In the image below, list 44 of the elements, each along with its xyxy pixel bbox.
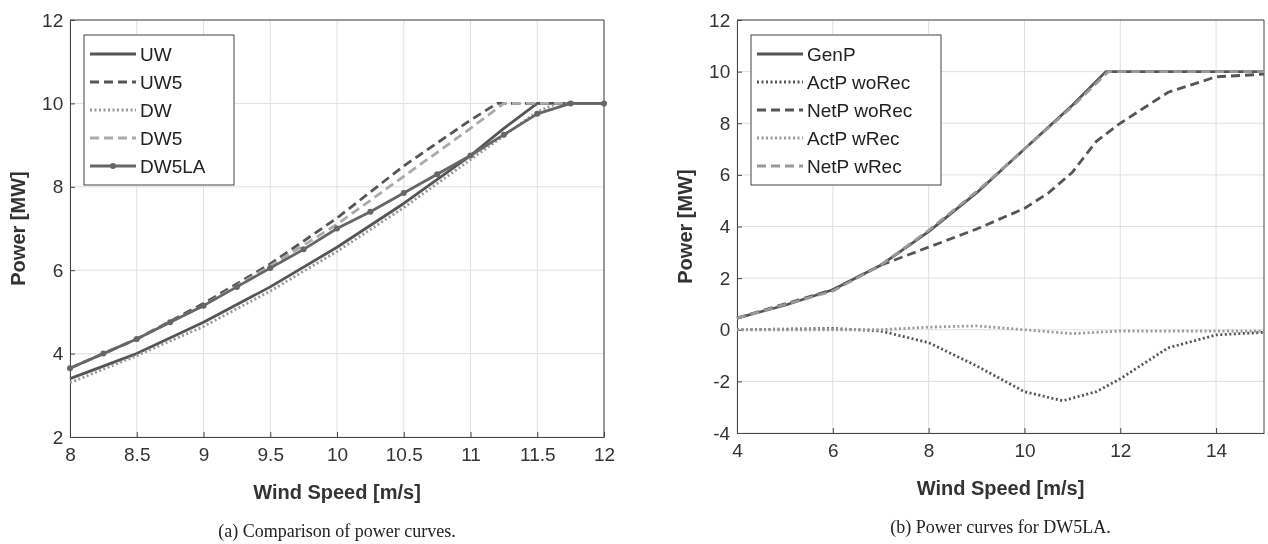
x-tick-label: 12 [593, 443, 616, 465]
x-tick-label: 8.5 [124, 443, 151, 465]
x-tick-label: 9 [198, 443, 210, 465]
x-axis-title: Wind Speed [m/s] [916, 477, 1085, 499]
x-tick-label: 11.5 [519, 443, 556, 465]
legend-label: UW5 [140, 72, 183, 93]
y-tick-label: -4 [713, 422, 731, 444]
x-tick-label: 10 [326, 443, 349, 465]
y-tick-label: 6 [719, 164, 731, 186]
y-tick-label: 8 [52, 176, 64, 198]
y-tick-label: 12 [42, 9, 64, 31]
y-tick-label: 12 [709, 9, 731, 31]
y-tick-label: 6 [52, 259, 64, 281]
y-tick-label: 8 [719, 112, 731, 134]
y-axis-title: Power [MW] [7, 171, 29, 286]
x-tick-label: 10.5 [385, 443, 423, 465]
text: (a) Comparison of power curves. [218, 521, 456, 542]
y-axis-title: Power [MW] [674, 169, 696, 284]
x-tick-label: 12 [1110, 439, 1132, 461]
y-tick-label: 2 [719, 267, 731, 289]
text: (b) Power curves for DW5LA. [890, 517, 1111, 538]
y-tick-label: 10 [709, 61, 731, 83]
x-tick-label: 8 [923, 439, 935, 461]
x-tick-label: 10 [1014, 439, 1036, 461]
y-tick-label: 2 [52, 426, 64, 448]
x-tick-label: 6 [828, 439, 839, 461]
y-tick-label: 4 [52, 343, 64, 365]
legend-label: UW [140, 44, 172, 65]
legend-label: NetP woRec [807, 100, 913, 121]
y-tick-label: 0 [719, 319, 731, 341]
x-axis-title: Wind Speed [m/s] [253, 481, 421, 503]
legend-label: DW5 [140, 128, 183, 149]
x-tick-label: 11 [461, 443, 481, 465]
y-tick-label: 4 [719, 216, 731, 238]
legend-label: ActP wRec [807, 128, 900, 149]
legend-label: DW5LA [140, 156, 206, 177]
y-tick-label: 10 [42, 92, 64, 114]
legend-label: DW [140, 100, 172, 121]
legend-label: ActP woRec [807, 72, 911, 93]
legend-label: NetP wRec [807, 156, 902, 177]
y-tick-label: -2 [713, 370, 731, 392]
legend-label: GenP [807, 44, 856, 65]
x-tick-label: 9.5 [257, 443, 284, 465]
x-tick-label: 14 [1206, 439, 1228, 461]
